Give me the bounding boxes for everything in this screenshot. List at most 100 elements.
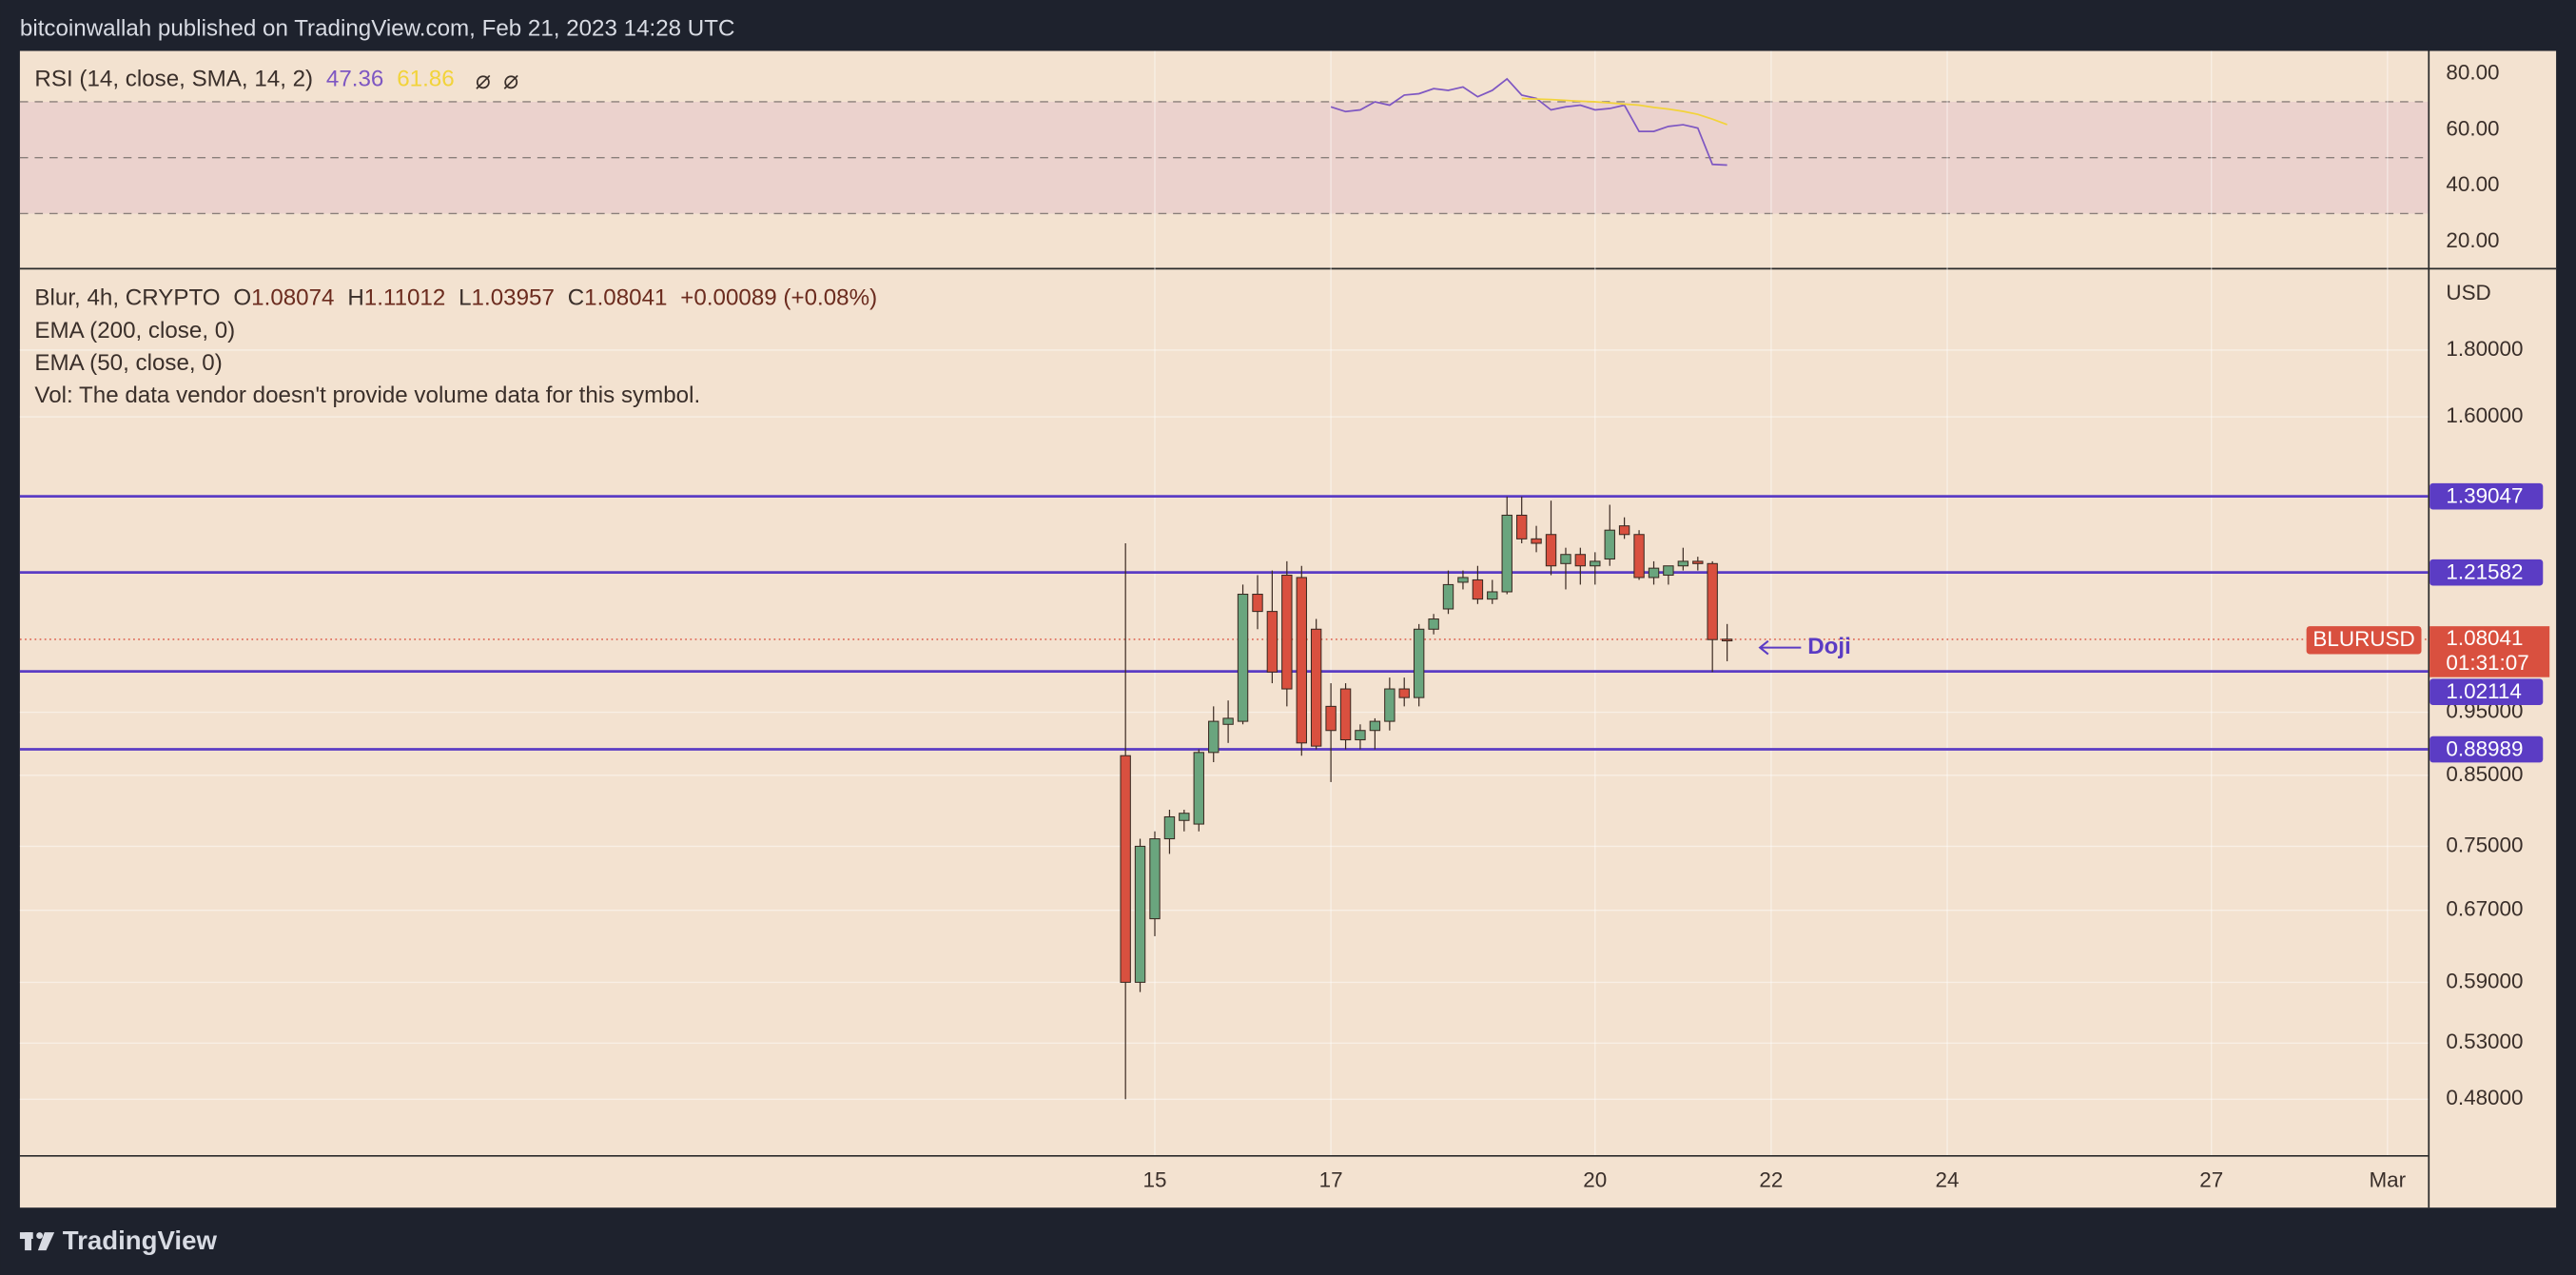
- level-label: 0.88989: [2446, 736, 2523, 760]
- x-tick-label: Mar: [2369, 1167, 2406, 1191]
- candle-body: [1545, 534, 1557, 567]
- ohlc-label: O: [233, 285, 251, 311]
- y-tick-label: 0.48000: [2446, 1086, 2523, 1109]
- candle-body: [1472, 579, 1484, 600]
- rsi-legend: RSI (14, close, SMA, 14, 2) 47.36 61.86: [34, 67, 454, 92]
- x-tick-label: 15: [1143, 1167, 1167, 1191]
- candle-body: [1721, 638, 1733, 642]
- rsi-tick-label: 60.00: [2446, 116, 2499, 140]
- brand: TradingView: [63, 1226, 218, 1255]
- annotation: Doji: [1807, 634, 1851, 659]
- level-label: 1.21582: [2446, 559, 2523, 583]
- x-tick-label: 22: [1759, 1167, 1783, 1191]
- candle-body: [1428, 618, 1439, 630]
- x-tick-label: 17: [1319, 1167, 1343, 1191]
- candle-body: [1501, 514, 1512, 593]
- level-box: [2430, 482, 2544, 510]
- candle-body: [1208, 720, 1220, 754]
- rsi-icons: [476, 74, 518, 89]
- price-legend: Blur, 4h, CRYPTO O1.08074 H1.11012 L1.03957…: [34, 285, 877, 311]
- candle-body: [1222, 717, 1234, 725]
- rsi-tick-label: 20.00: [2446, 228, 2499, 252]
- candle-body: [1237, 594, 1249, 722]
- candle-body: [1677, 560, 1689, 567]
- ohlc-value: 1.08041: [584, 285, 667, 311]
- candle-body: [1560, 554, 1571, 564]
- ohlc-label: H: [347, 285, 363, 311]
- y-tick-label: 1.60000: [2446, 403, 2523, 427]
- candle-body: [1310, 628, 1322, 747]
- candle-body: [1325, 705, 1337, 732]
- candle-body: [1692, 560, 1704, 564]
- candle-body: [1193, 752, 1204, 825]
- annotation-arrowhead: [1758, 639, 1769, 656]
- level-label: 1.02114: [2446, 679, 2521, 703]
- candle-body: [1252, 594, 1263, 613]
- last-price-label: 1.08041: [2446, 626, 2523, 650]
- candle-body: [1149, 838, 1161, 920]
- level-label: 1.39047: [2446, 483, 2523, 507]
- y-tick-label: 0.59000: [2446, 969, 2523, 992]
- candle-body: [1355, 730, 1366, 741]
- candle-body: [1707, 562, 1718, 640]
- candle-body: [1134, 845, 1146, 983]
- candle-body: [1663, 565, 1674, 577]
- candle-body: [1281, 574, 1293, 690]
- icon: [476, 75, 490, 89]
- y-tick-label: 0.75000: [2446, 833, 2523, 856]
- rsi-line: [1521, 97, 1727, 126]
- rsi-tick-label: 80.00: [2446, 61, 2499, 85]
- level-box: [2430, 736, 2544, 763]
- y-tick-label: 1.80000: [2446, 337, 2523, 361]
- logo-part: [25, 1232, 31, 1251]
- candle-body: [1369, 720, 1381, 732]
- symbol-label: BLURUSD: [2313, 627, 2414, 651]
- x-tick-label: 20: [1583, 1167, 1607, 1191]
- x-tick-label: 27: [2199, 1167, 2223, 1191]
- candle-body: [1618, 525, 1630, 536]
- change: +0.00089 (+0.08%): [680, 285, 877, 311]
- rsi-tick-label: 40.00: [2446, 172, 2499, 196]
- candle-body: [1266, 611, 1278, 673]
- rsi-value: 61.86: [397, 67, 454, 92]
- logo: [19, 1232, 55, 1251]
- candle-body: [1442, 583, 1454, 610]
- candle-body: [1531, 538, 1542, 544]
- y-tick-label: 0.67000: [2446, 897, 2523, 921]
- x-tick-label: 24: [1936, 1167, 1960, 1191]
- candle-body: [1120, 755, 1131, 983]
- candle-body: [1604, 529, 1615, 560]
- y-tick-label: 0.85000: [2446, 762, 2523, 786]
- indicator-label: EMA (200, close, 0): [34, 318, 235, 343]
- ohlc-value: 1.11012: [364, 285, 446, 311]
- rsi-value: 47.36: [326, 67, 383, 92]
- y-tick-label: 0.53000: [2446, 1030, 2523, 1053]
- candle-body: [1457, 577, 1469, 583]
- rsi-line: [1330, 77, 1727, 167]
- logo-part: [36, 1232, 44, 1240]
- level-box: [2430, 678, 2544, 706]
- candle-body: [1398, 688, 1410, 698]
- candle-body: [1648, 567, 1660, 579]
- ohlc-value: 1.03957: [472, 285, 555, 311]
- logo-part: [37, 1232, 55, 1251]
- candle-body: [1487, 591, 1498, 600]
- ohlc-value: 1.08074: [251, 285, 334, 311]
- price-box: [2430, 626, 2550, 677]
- candle-body: [1590, 560, 1601, 567]
- symbol-box: [2306, 626, 2422, 655]
- ohlc-label: C: [568, 285, 584, 311]
- symbol-line: Blur, 4h, CRYPTO: [34, 285, 220, 311]
- icon: [504, 75, 518, 89]
- candle-body: [1633, 534, 1645, 579]
- candle-body: [1413, 628, 1425, 698]
- publisher: bitcoinwallah published on TradingView.c…: [20, 15, 735, 41]
- candle-body: [1574, 554, 1587, 567]
- candle-body: [1179, 813, 1190, 821]
- ohlc-label: L: [459, 285, 471, 311]
- icon: [476, 74, 491, 89]
- candle-body: [1296, 577, 1307, 744]
- rsi-title: RSI (14, close, SMA, 14, 2): [34, 67, 313, 92]
